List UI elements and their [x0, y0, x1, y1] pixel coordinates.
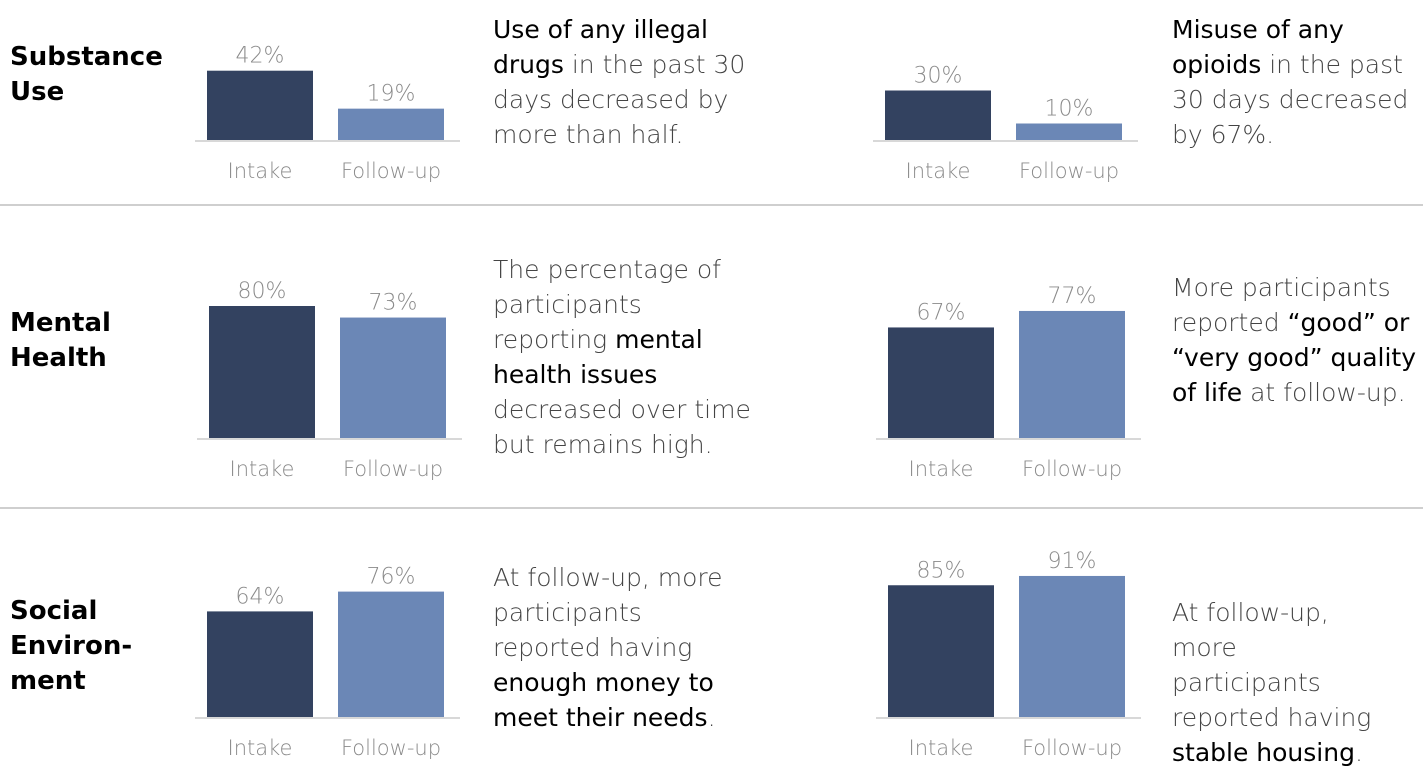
finding-mental-health: The percentage of participants reporting… [493, 252, 758, 462]
chart-mental-health: 80% Intake 73% Follow-up [197, 279, 462, 481]
bar-follow-up [338, 108, 444, 140]
highlight-text: stable housing [1172, 738, 1355, 767]
category-label: Intake [228, 736, 293, 760]
body-text: The percentage of participants reporting [493, 255, 721, 354]
data-label: 30% [914, 64, 963, 89]
section-divider [0, 204, 1423, 206]
body-text: at follow-up. [1242, 378, 1406, 407]
category-label: Intake [909, 457, 974, 481]
category-label: Follow-up [1019, 159, 1119, 183]
category-label: Intake [230, 457, 295, 481]
body-text: More participants reported [1172, 273, 1391, 337]
finding-enough-money: At follow-up, more participants reported… [493, 560, 728, 735]
data-label: 64% [236, 584, 285, 609]
body-text: decreased over time but remains high. [493, 395, 751, 459]
bar-follow-up [1016, 123, 1122, 140]
finding-stable-housing: At follow-up, more participants reported… [1172, 595, 1387, 770]
category-label: Follow-up [343, 457, 443, 481]
category-label: Intake [909, 736, 974, 760]
highlight-text: “good” or “very good” quality of life [1172, 308, 1417, 407]
category-label: Follow-up [1022, 457, 1122, 481]
chart-enough-money: 64% Intake 76% Follow-up [195, 565, 460, 760]
data-label: 73% [369, 291, 418, 316]
finding-illegal-drugs: Use of any illegal drugs in the past 30 … [493, 12, 748, 152]
body-text: At follow-up, more participants reported… [1172, 598, 1372, 732]
highlight-text: Use of any illegal drugs [493, 15, 708, 79]
body-text: . [1354, 738, 1363, 767]
category-label: Follow-up [341, 736, 441, 760]
category-label: Follow-up [1022, 736, 1122, 760]
bar-intake [207, 611, 313, 717]
chart-quality-of-life: 67% Intake 77% Follow-up [876, 284, 1141, 481]
section-label-social-environment: Social Environ- ment [10, 596, 133, 696]
data-label: 91% [1048, 549, 1097, 574]
bar-follow-up [340, 317, 446, 438]
data-label: 67% [917, 300, 966, 325]
section-label-substance-use: Substance Use [10, 42, 163, 107]
section-label-mental-health: Mental Health [10, 308, 111, 373]
finding-opioid-misuse: Misuse of any opioids in the past 30 day… [1172, 12, 1417, 152]
chart-stable-housing: 85% Intake 91% Follow-up [876, 549, 1141, 760]
bar-intake [209, 306, 315, 438]
body-text: in the past 30 days decreased by more th… [493, 50, 746, 149]
highlight-text: mental health issues [493, 325, 703, 389]
bar-intake [888, 327, 994, 438]
finding-quality-of-life: More participants reported “good” or “ve… [1172, 270, 1417, 410]
data-label: 42% [236, 44, 285, 69]
body-text: . [707, 703, 716, 732]
chart-opioid-misuse: 30% Intake 10% Follow-up [873, 64, 1138, 183]
bar-follow-up [1019, 575, 1125, 717]
data-label: 77% [1048, 284, 1097, 309]
data-label: 76% [367, 565, 416, 590]
category-label: Intake [906, 159, 971, 183]
body-text: in the past 30 days decreased by 67%. [1172, 50, 1409, 149]
data-label: 80% [238, 279, 287, 304]
bar-intake [207, 70, 313, 140]
bar-follow-up [338, 591, 444, 717]
bar-follow-up [1019, 310, 1125, 438]
highlight-text: Misuse of any opioids [1172, 15, 1344, 79]
data-label: 19% [367, 82, 416, 107]
body-text: At follow-up, more participants reported… [493, 563, 723, 662]
highlight-text: enough money to meet their needs [493, 668, 714, 732]
data-label: 10% [1045, 97, 1094, 122]
section-divider [0, 507, 1423, 509]
data-label: 85% [917, 558, 966, 583]
category-label: Intake [228, 159, 293, 183]
bar-intake [888, 585, 994, 717]
chart-illegal-drugs: 42% Intake 19% Follow-up [195, 44, 460, 183]
bar-intake [885, 90, 991, 140]
category-label: Follow-up [341, 159, 441, 183]
